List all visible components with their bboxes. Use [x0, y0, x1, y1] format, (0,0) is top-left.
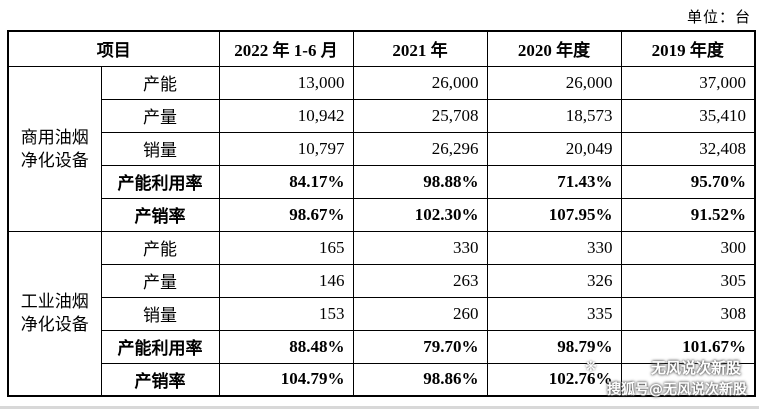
table-body: 商用油烟净化设备 产能 13,000 26,000 26,000 37,000 产量 10,9…: [7, 65, 756, 397]
value-cell: 20,049: [486, 131, 622, 166]
value-cell: 153: [218, 296, 354, 331]
table-row: 产能利用率 88.48% 79.70% 98.79% 101.67%: [8, 329, 756, 364]
capacity-table: 项目 2022 年 1-6 月 2021 年 2020 年度 2019 年度 商…: [7, 30, 756, 397]
value-cell: 13,000: [218, 65, 354, 100]
metric-cell: 产能: [100, 65, 220, 100]
value-cell: 71.43%: [486, 164, 622, 199]
value-cell: 326: [486, 263, 622, 298]
header-item: 项目: [7, 30, 220, 67]
value-cell: [620, 362, 756, 397]
metric-cell: 产量: [100, 263, 220, 298]
header-2022-h1: 2022 年 1-6 月: [218, 30, 354, 67]
value-cell: 107.95%: [486, 197, 622, 232]
metric-cell: 产量: [100, 98, 220, 133]
value-cell: 330: [486, 230, 622, 265]
value-cell: 101.67%: [620, 329, 756, 364]
value-cell: 37,000: [620, 65, 756, 100]
header-2020: 2020 年度: [486, 30, 622, 67]
metric-cell: 产销率: [100, 197, 220, 232]
value-cell: 308: [620, 296, 756, 331]
metric-cell: 产能: [100, 230, 220, 265]
table-row: 产销率 104.79% 98.86% 102.76%: [8, 362, 756, 397]
table-row: 产量 146 263 326 305: [8, 263, 756, 298]
value-cell: 263: [352, 263, 488, 298]
value-cell: 98.79%: [486, 329, 622, 364]
value-cell: 88.48%: [218, 329, 354, 364]
metric-cell: 产销率: [100, 362, 220, 397]
table-row: 商用油烟净化设备 产能 13,000 26,000 26,000 37,000: [7, 65, 756, 232]
metric-cell: 产能利用率: [100, 164, 220, 199]
table-row: 产量 10,942 25,708 18,573 35,410: [8, 98, 756, 133]
value-cell: 35,410: [620, 98, 756, 133]
table-row: 产销率 98.67% 102.30% 107.95% 91.52%: [8, 197, 756, 232]
metric-cell: 销量: [100, 296, 220, 331]
metric-cell: 产能利用率: [100, 329, 220, 364]
table-row: 销量 153 260 335 308: [8, 296, 756, 331]
value-cell: 146: [218, 263, 354, 298]
table-header-row: 项目 2022 年 1-6 月 2021 年 2020 年度 2019 年度: [7, 30, 756, 67]
value-cell: 25,708: [352, 98, 488, 133]
table-row: 销量 10,797 26,296 20,049 32,408: [8, 131, 756, 166]
value-cell: 305: [620, 263, 756, 298]
table-row: 工业油烟净化设备 产能 165 330 330 300: [7, 230, 756, 397]
value-cell: 104.79%: [218, 362, 354, 397]
unit-label: 单位：台: [686, 10, 751, 26]
category-cell: 工业油烟净化设备: [7, 230, 102, 397]
value-cell: 165: [218, 230, 354, 265]
table-row: 产能利用率 84.17% 98.88% 71.43% 95.70%: [8, 164, 756, 199]
value-cell: 330: [352, 230, 488, 265]
value-cell: 98.88%: [352, 164, 488, 199]
value-cell: 84.17%: [218, 164, 354, 199]
value-cell: 102.30%: [352, 197, 488, 232]
value-cell: 300: [620, 230, 756, 265]
value-cell: 98.67%: [218, 197, 354, 232]
value-cell: 79.70%: [352, 329, 488, 364]
value-cell: 91.52%: [620, 197, 756, 232]
value-cell: 95.70%: [620, 164, 756, 199]
metric-cell: 销量: [100, 131, 220, 166]
bottom-divider: [0, 406, 759, 409]
header-2019: 2019 年度: [620, 30, 756, 67]
header-2021: 2021 年: [352, 30, 488, 67]
value-cell: 260: [352, 296, 488, 331]
value-cell: 18,573: [486, 98, 622, 133]
value-cell: 10,942: [218, 98, 354, 133]
value-cell: 335: [486, 296, 622, 331]
category-cell: 商用油烟净化设备: [7, 65, 102, 232]
value-cell: 10,797: [218, 131, 354, 166]
value-cell: 26,000: [352, 65, 488, 100]
value-cell: 102.76%: [486, 362, 622, 397]
value-cell: 26,296: [352, 131, 488, 166]
value-cell: 32,408: [620, 131, 756, 166]
value-cell: 26,000: [486, 65, 622, 100]
value-cell: 98.86%: [352, 362, 488, 397]
